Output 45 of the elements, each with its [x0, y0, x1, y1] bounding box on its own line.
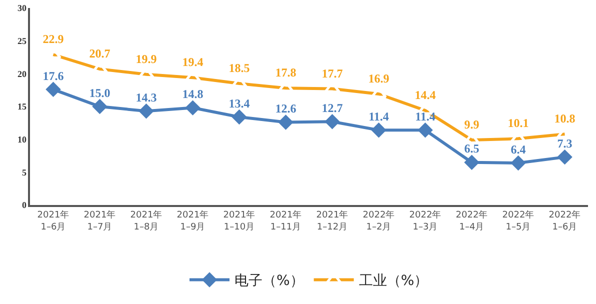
x-tick-label: 2021年 1–10月: [223, 210, 256, 232]
x-tick-label: 2022年 1–4月: [456, 210, 488, 232]
data-label: 17.8: [275, 66, 296, 80]
data-label: 19.4: [182, 55, 204, 70]
y-tick-label: 15: [17, 102, 27, 112]
x-tick-label: 2022年 1–5月: [502, 210, 534, 232]
data-label: 11.4: [415, 110, 436, 124]
x-tick-label: 2021年 1–6月: [37, 210, 70, 232]
y-tick-label: 20: [17, 68, 27, 79]
x-tick-label: 2022年 1–3月: [409, 210, 442, 232]
x-tick-label: 2022年 1–2月: [362, 210, 395, 232]
y-tick-label: 0: [22, 200, 27, 210]
y-tick-label: 30: [17, 3, 27, 14]
data-label: 10.8: [554, 112, 576, 126]
y-tick-label: 25: [17, 36, 27, 46]
x-tick-label: 2022年 1–6月: [548, 210, 581, 232]
x-tick-label: 2021年 1–7月: [84, 210, 116, 232]
data-label: 7.3: [557, 136, 572, 150]
data-label: 17.6: [42, 68, 64, 83]
data-label: 6.4: [510, 142, 526, 156]
data-label: 14.8: [182, 87, 204, 102]
data-label: 22.9: [42, 32, 64, 46]
data-label: 14.4: [414, 88, 436, 102]
x-tick-label: 2021年 1–11月: [270, 210, 302, 232]
legend-label: 工业（%）: [358, 273, 428, 290]
y-tick-label: 5: [22, 167, 27, 178]
data-label: 13.4: [228, 96, 250, 110]
data-label: 15.0: [89, 86, 110, 100]
data-label: 9.9: [464, 117, 480, 132]
data-label: 6.5: [464, 142, 480, 156]
data-label: 14.3: [136, 90, 157, 104]
legend-label: 电子（%）: [234, 273, 304, 290]
data-label: 16.9: [368, 72, 390, 86]
data-label: 17.7: [322, 66, 343, 80]
data-label: 11.4: [368, 110, 389, 124]
data-label: 10.1: [508, 116, 529, 130]
data-label: 12.6: [275, 102, 296, 116]
data-label: 19.9: [136, 52, 157, 66]
x-tick-label: 2021年 1–9月: [176, 210, 209, 232]
data-label: 12.7: [322, 100, 343, 115]
y-tick-label: 10: [17, 134, 27, 144]
x-tick-label: 2021年 1–12月: [316, 210, 348, 232]
x-tick-label: 2021年 1–8月: [130, 210, 162, 232]
data-label: 18.5: [228, 61, 250, 76]
data-label: 20.7: [89, 46, 110, 61]
